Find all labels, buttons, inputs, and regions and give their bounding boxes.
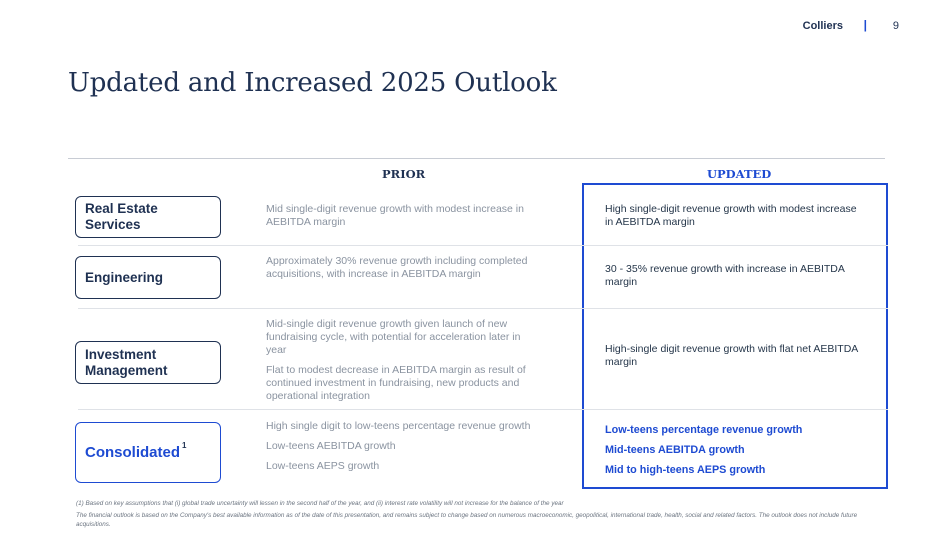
page-title: Updated and Increased 2025 Outlook	[68, 68, 557, 98]
segment-label-text: Investment Management	[85, 346, 168, 378]
prior-outlook-investment-management: Mid-single digit revenue growth given la…	[266, 318, 538, 410]
brand-name: Colliers	[802, 20, 843, 32]
updated-outlook-line: Mid-teens AEBITDA growth	[605, 444, 745, 456]
prior-outlook-line: Mid-single digit revenue growth given la…	[266, 318, 521, 356]
prior-outlook-line: Approximately 30% revenue growth includi…	[266, 255, 528, 280]
row-divider	[78, 308, 888, 309]
segment-label-investment-management: Investment Management	[75, 341, 221, 384]
segment-label-text: Real Estate Services	[85, 201, 158, 232]
updated-outlook-line: High single-digit revenue growth with mo…	[605, 203, 857, 228]
prior-outlook-line: Flat to modest decrease in AEBITDA margi…	[266, 364, 526, 402]
updated-outlook-investment-management: High-single digit revenue growth with fl…	[605, 343, 867, 369]
updated-outlook-real-estate-services: High single-digit revenue growth with mo…	[605, 203, 867, 229]
updated-outlook-line: High-single digit revenue growth with fl…	[605, 343, 858, 368]
updated-outlook-line: Low-teens percentage revenue growth	[605, 424, 803, 436]
footnote-disclaimer: The financial outlook is based on the Co…	[76, 512, 858, 528]
prior-outlook-real-estate-services: Mid single-digit revenue growth with mod…	[266, 203, 538, 236]
prior-outlook-line: Low-teens AEPS growth	[266, 460, 380, 472]
updated-outlook-engineering: 30 - 35% revenue growth with increase in…	[605, 263, 867, 289]
segment-label-consolidated: Consolidated 1	[75, 422, 221, 483]
segment-label-text: Engineering	[85, 269, 164, 285]
prior-outlook-consolidated: High single digit to low-teens percentag…	[266, 420, 538, 480]
updated-outlook-line: 30 - 35% revenue growth with increase in…	[605, 263, 845, 288]
updated-outlook-line: Mid to high-teens AEPS growth	[605, 464, 766, 476]
segment-label-text: Consolidated	[85, 443, 181, 461]
page-number: 9	[892, 20, 899, 32]
row-divider	[78, 409, 888, 410]
prior-outlook-line: Low-teens AEBITDA growth	[266, 440, 396, 452]
top-divider	[68, 158, 885, 159]
prior-outlook-line: High single digit to low-teens percentag…	[266, 420, 531, 432]
header-separator: |	[863, 18, 867, 32]
updated-outlook-consolidated: Low-teens percentage revenue growth Mid-…	[605, 424, 867, 484]
column-header-updated: UPDATED	[707, 167, 772, 181]
segment-label-real-estate-services: Real Estate Services	[75, 196, 221, 238]
footnote-assumptions: (1) Based on key assumptions that (i) gl…	[76, 500, 564, 507]
prior-outlook-line: Mid single-digit revenue growth with mod…	[266, 203, 524, 228]
updated-highlight-box	[582, 183, 888, 489]
column-header-prior: PRIOR	[382, 167, 426, 181]
prior-outlook-engineering: Approximately 30% revenue growth includi…	[266, 255, 538, 288]
footnote-marker: 1	[182, 440, 187, 450]
segment-label-engineering: Engineering	[75, 256, 221, 299]
row-divider	[78, 245, 888, 246]
